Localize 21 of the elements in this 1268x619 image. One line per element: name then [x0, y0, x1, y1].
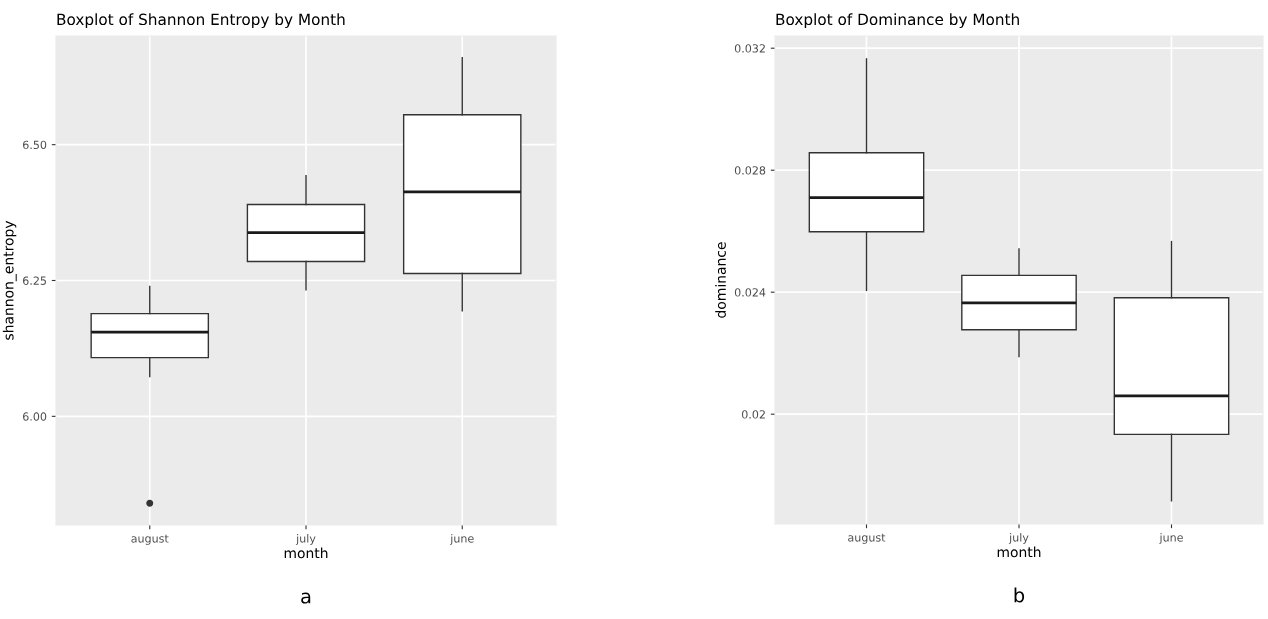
x-tick-label: june: [450, 534, 474, 545]
y-tick-label: 6.50: [23, 140, 47, 150]
text: a: [301, 592, 311, 604]
text: b: [1014, 587, 1025, 603]
x-tick-label: july: [1008, 533, 1029, 544]
x-axis-title: month: [997, 546, 1041, 558]
chart-title: Boxplot of Dominance by Month: [776, 13, 1019, 29]
y-tick-label: 6.25: [23, 276, 46, 285]
x-tick-label: august: [131, 534, 169, 545]
x-tick-label: june: [1159, 533, 1183, 544]
y-axis-title: dominance: [715, 242, 726, 318]
y-tick-label: 0.024: [734, 288, 766, 297]
x-axis-title: month: [284, 547, 328, 559]
y-tick-label: 0.032: [734, 44, 765, 53]
y-tick-label: 0.02: [741, 410, 765, 419]
y-tick-label: 6.00: [23, 412, 47, 421]
x-tick-label: july: [295, 534, 316, 545]
x-tick-label: august: [848, 533, 886, 544]
chart-title: Boxplot of Shannon Entropy by Month: [57, 13, 345, 29]
y-tick-label: 0.028: [734, 166, 766, 175]
y-axis-title: shannon_entropy: [2, 220, 17, 340]
